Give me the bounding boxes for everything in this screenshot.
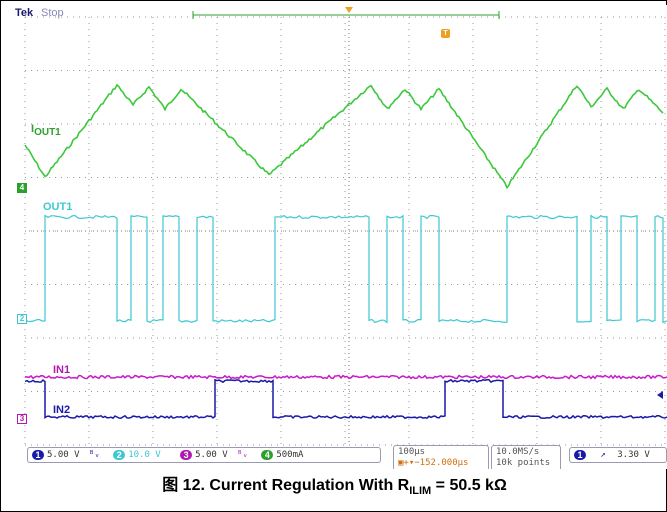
- figure-caption: 图 12. Current Regulation With RILIM = 50…: [162, 477, 507, 498]
- acquisition-readout: 10.0MS/s 10k points: [491, 445, 561, 469]
- record-length: 10k points: [496, 458, 551, 468]
- trigger-position-icon: [345, 7, 353, 13]
- ch4-badge: 4: [261, 450, 274, 460]
- out1-trace-label: OUT1: [43, 201, 73, 213]
- ch3-ground-marker: 3: [17, 414, 27, 424]
- ch4-ground-marker: 4: [17, 183, 27, 193]
- iout1-trace: [24, 83, 664, 190]
- ch1-badge: 1: [32, 450, 44, 460]
- trigger-level-arrow-icon: [657, 391, 663, 399]
- ch1-scale: 5.00 V: [47, 450, 80, 460]
- offset-icon: ▣+▾: [398, 458, 415, 468]
- scope-status-bar: 1 5.00 V ᴮᵥ 2 10.0 V 3 5.00 V ᴮᵥ 4 500mA 100…: [27, 445, 667, 469]
- sample-rate: 10.0MS/s: [496, 447, 540, 457]
- out1-trace: [24, 214, 667, 324]
- ch2-badge: 2: [113, 450, 126, 460]
- time-per-div: 100µs: [398, 447, 426, 457]
- in1-trace-label: IN1: [53, 364, 71, 376]
- ch2-ground-marker: 2: [17, 314, 27, 324]
- channel-scales: 1 5.00 V ᴮᵥ 2 10.0 V 3 5.00 V ᴮᵥ 4 500mA: [27, 447, 381, 463]
- bandwidth-icon: ᴮᵥ: [88, 450, 100, 460]
- run-state-label: Stop: [41, 7, 64, 19]
- trigger-marker: T: [441, 29, 450, 38]
- ch3-badge: 3: [180, 450, 193, 460]
- scope-graticule: [24, 7, 667, 446]
- in2-trace-label: IN2: [53, 404, 71, 416]
- oscilloscope-screen: Tek Stop IOUT1 OUT1 IN1 IN2 4 2 3 T 1 5.0…: [7, 5, 667, 469]
- in1-trace: [24, 374, 667, 380]
- in2-trace: [24, 378, 667, 420]
- trigger-source-badge: 1: [574, 450, 586, 460]
- iout-trace-label: IOUT1: [31, 123, 61, 138]
- brand-label: Tek: [15, 7, 34, 19]
- bandwidth-icon: ᴮᵥ: [237, 450, 248, 460]
- ch4-scale: 500mA: [276, 450, 304, 460]
- trigger-level: 3.30 V: [617, 450, 650, 460]
- ch3-scale: 5.00 V: [195, 450, 228, 460]
- ch2-scale: 10.0 V: [128, 450, 161, 460]
- time-offset: ▣+▾−152.000µs: [398, 458, 469, 468]
- trigger-readout: 1 ↗ 3.30 V: [569, 447, 667, 463]
- timebase-readout: 100µs ▣+▾−152.000µs: [393, 445, 489, 469]
- trigger-slope-icon: ↗: [600, 450, 606, 460]
